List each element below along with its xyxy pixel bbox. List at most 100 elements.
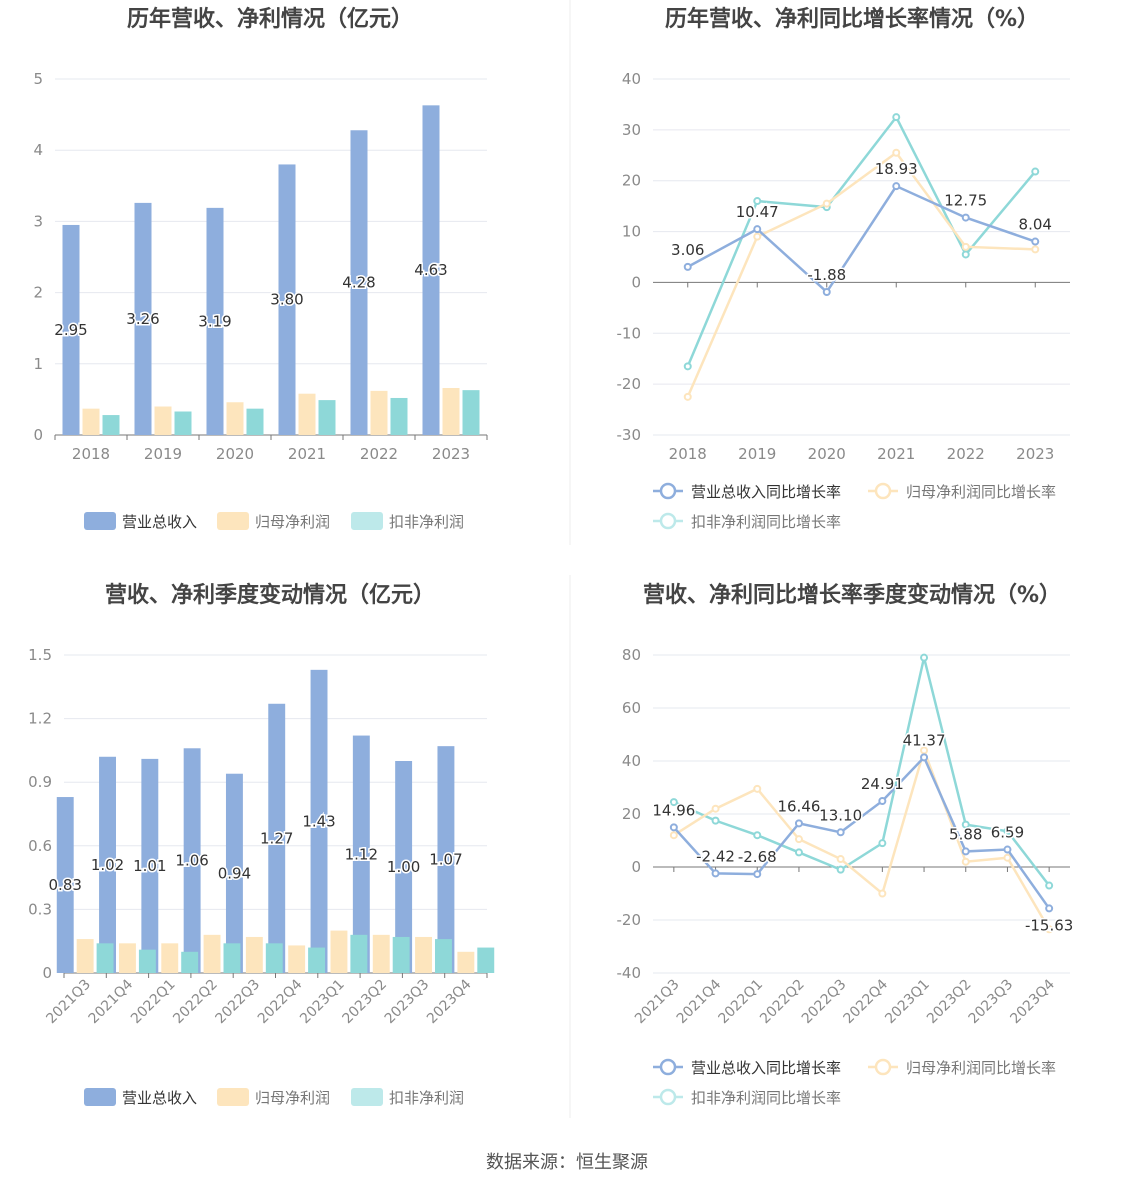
- legend-label: 扣非净利润: [389, 513, 464, 531]
- y-tick-label: 0: [631, 858, 641, 876]
- line-data-label: -1.88: [807, 266, 846, 284]
- line-data-label: 5.88: [949, 825, 982, 843]
- bar: [181, 951, 199, 973]
- legend-marker: [874, 1058, 892, 1076]
- line-data-label: 41.37: [903, 731, 946, 749]
- y-tick-label: 10: [622, 223, 641, 241]
- legend-swatch: [351, 512, 383, 530]
- chart-title: 历年营收、净利情况（亿元）: [127, 6, 413, 32]
- line-point: [961, 242, 970, 251]
- legend-label: 营业总收入: [122, 513, 197, 531]
- line-point: [1045, 925, 1054, 934]
- x-tick-label: 2022Q2: [757, 977, 808, 1028]
- bar: [102, 415, 120, 435]
- legend: 营业总收入 归母净利润 扣非净利润: [84, 1088, 464, 1107]
- bar: [390, 397, 408, 435]
- series-line: [673, 746, 1051, 930]
- y-tick-label: -10: [617, 324, 642, 342]
- x-tick-label: 2023Q4: [1007, 976, 1058, 1027]
- bar: [310, 669, 328, 973]
- data-source-note: 数据来源：恒生聚源: [486, 1152, 648, 1173]
- bar-data-label: 0.83: [49, 876, 82, 894]
- line-data-label: -2.68: [738, 848, 777, 866]
- legend-item-0: 营业总收入: [84, 1088, 197, 1107]
- legend-marker: [659, 1088, 677, 1106]
- series-line: [686, 114, 1037, 367]
- quarterly-line-chart: 营收、净利同比增长率季度变动情况（%） -40 -20 0 20 40 60 80 2021Q3…: [617, 582, 1075, 1107]
- bar-data-label: 1.43: [302, 812, 335, 830]
- bar: [56, 797, 74, 973]
- line-point: [753, 870, 762, 879]
- legend-swatch: [84, 512, 116, 530]
- legend-item-1: 归母净利润: [217, 512, 330, 531]
- bar: [422, 105, 440, 436]
- bar: [392, 936, 410, 973]
- bar: [225, 773, 243, 973]
- line-data-label: 24.91: [861, 775, 904, 793]
- bar: [372, 934, 390, 973]
- series-line: [673, 657, 1051, 887]
- x-tick-label: 2018: [669, 445, 707, 463]
- legend: 营业总收入 归母净利润 扣非净利润: [84, 512, 464, 531]
- bar-data-label: 4.63: [414, 261, 447, 279]
- x-tick-label: 2023Q3: [382, 977, 433, 1028]
- line-point: [961, 820, 970, 829]
- line-point: [920, 653, 929, 662]
- y-tick-label: 0.6: [28, 837, 52, 855]
- legend-label: 营业总收入同比增长率: [691, 483, 841, 501]
- legend-item-2: 扣非净利润同比增长率: [653, 512, 841, 531]
- bar: [442, 388, 460, 435]
- y-tick-label: -40: [617, 964, 642, 982]
- series-line: [672, 755, 1051, 910]
- bar-data-label: 3.26: [126, 310, 159, 328]
- legend-item-1: 归母净利润同比增长率: [868, 1058, 1056, 1077]
- bar: [308, 947, 326, 973]
- line-point: [822, 287, 831, 296]
- line-data-label: 10.47: [736, 203, 779, 221]
- bar-series-1: [82, 388, 460, 435]
- y-tick-label: 1.5: [28, 646, 52, 664]
- bar-data-label: 3.19: [198, 312, 231, 330]
- bar: [206, 207, 224, 435]
- legend-label: 归母净利润同比增长率: [906, 1059, 1056, 1077]
- y-tick-label: 40: [622, 70, 641, 88]
- line-point: [836, 828, 845, 837]
- bar: [298, 393, 316, 435]
- bar: [265, 943, 283, 973]
- line-data-label: 16.46: [777, 797, 820, 815]
- bar: [457, 951, 475, 973]
- line-data-label: 12.75: [944, 192, 987, 210]
- y-tick-label: 0: [631, 273, 641, 291]
- y-tick-label: 0: [42, 964, 52, 982]
- y-tick-label: 20: [622, 805, 641, 823]
- legend-marker: [659, 512, 677, 530]
- bar: [437, 746, 455, 973]
- line-point: [669, 831, 678, 840]
- x-tick-label: 2022Q3: [799, 977, 850, 1028]
- line-point: [711, 816, 720, 825]
- legend-item-1: 归母净利润: [217, 1088, 330, 1107]
- legend-item-2: 扣非净利润: [351, 512, 464, 531]
- bar: [246, 408, 264, 435]
- line-point: [878, 796, 887, 805]
- quarterly-bar-chart: 营收、净利季度变动情况（亿元）00.30.60.91.21.52021Q3202…: [28, 582, 495, 1107]
- line-point: [961, 857, 970, 866]
- line-point: [961, 213, 970, 222]
- line-series-0: [683, 182, 1040, 296]
- legend-item-0: 营业总收入同比增长率: [653, 482, 841, 501]
- bar: [99, 756, 116, 973]
- x-tick-label: 2023Q2: [339, 977, 390, 1028]
- x-tick-label: 2022Q4: [841, 976, 892, 1027]
- bar: [330, 930, 348, 973]
- x-tick-label: 2022Q4: [255, 976, 306, 1027]
- line-point: [1003, 827, 1012, 836]
- legend-item-1: 归母净利润同比增长率: [868, 482, 1056, 501]
- line-series-1: [669, 746, 1054, 934]
- line-point: [1003, 853, 1012, 862]
- bar: [138, 949, 156, 973]
- x-tick-label: 2022Q3: [213, 977, 264, 1028]
- x-tick-label: 2018: [72, 445, 110, 463]
- line-point: [753, 784, 762, 793]
- line-data-label: 6.59: [991, 824, 1024, 842]
- line-point: [920, 753, 929, 762]
